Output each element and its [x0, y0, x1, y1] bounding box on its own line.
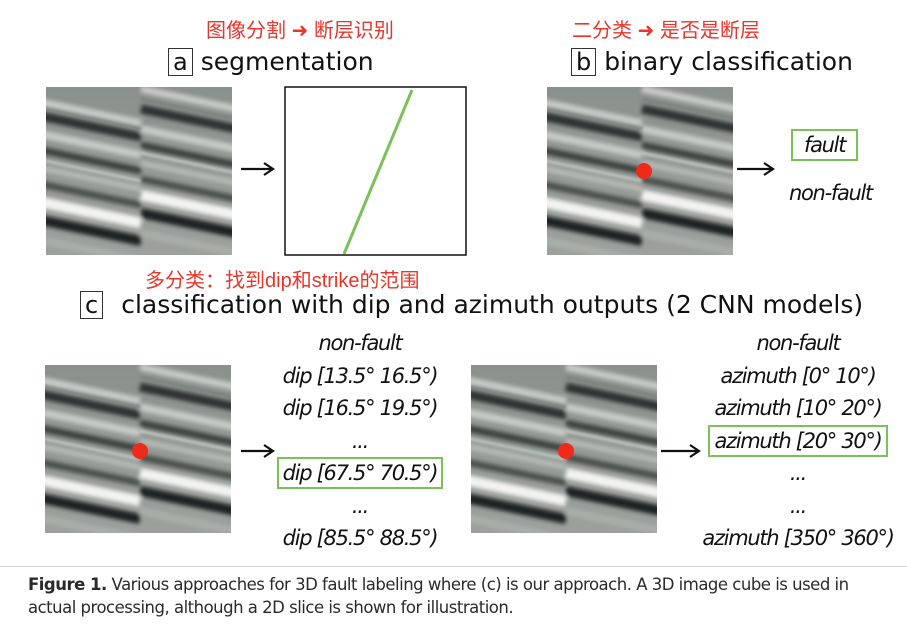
sample-point-marker: [558, 443, 574, 459]
panel-a-letter: a: [168, 47, 193, 76]
dip-class-item-label: dip [67.5° 70.5°): [276, 457, 444, 489]
seismic-image-a: [46, 87, 232, 255]
arrow-b: [737, 162, 775, 176]
dip-class-item: dip [16.5° 19.5°): [270, 392, 450, 425]
azimuth-class-item-label: azimuth [0° 10°): [720, 363, 876, 388]
figure-caption-text: Various approaches for 3D fault labeling…: [28, 575, 849, 617]
dip-class-item-label: dip [16.5° 19.5°): [282, 396, 439, 420]
azimuth-class-item-label: non-fault: [756, 331, 841, 355]
azimuth-class-item: azimuth [350° 360°): [700, 522, 896, 555]
arrow-c-dip: [241, 444, 275, 458]
dip-class-item: dip [85.5° 88.5°): [270, 522, 450, 555]
arrow-c-azimuth: [661, 444, 701, 458]
caption-divider: [0, 566, 907, 567]
sample-point-marker: [132, 443, 148, 459]
option-non-fault: non-fault: [789, 181, 873, 205]
seismic-image-c-azimuth: [471, 365, 657, 533]
azimuth-class-item-label: ...: [789, 461, 807, 485]
panel-c-title: c classification with dip and azimuth ou…: [80, 290, 863, 319]
dip-class-item-label: non-fault: [318, 331, 403, 355]
note-multiclass: 多分类：找到dip和strike的范围: [145, 270, 420, 292]
figure-caption: Figure 1. Various approaches for 3D faul…: [28, 573, 888, 619]
dip-class-item: dip [67.5° 70.5°): [270, 457, 450, 490]
azimuth-class-item: azimuth [20° 30°): [700, 424, 896, 458]
dip-class-item-label: dip [13.5° 16.5°): [282, 363, 439, 388]
azimuth-class-item-label: azimuth [350° 360°): [702, 526, 895, 550]
figure-label: Figure 1.: [28, 575, 107, 594]
note-binary: 二分类 ➜ 是否是断层: [572, 20, 760, 42]
panel-c-letter: c: [80, 290, 104, 319]
dip-class-item: ...: [270, 425, 450, 458]
panel-b-title-text: binary classification: [604, 47, 853, 76]
dip-class-list: non-fault dip [13.5° 16.5°) dip [16.5° 19.…: [270, 327, 450, 555]
dip-class-item: ...: [270, 490, 450, 523]
panel-b-title: b binary classification: [571, 47, 853, 76]
arrow-a: [241, 162, 275, 176]
azimuth-class-item-label: azimuth [20° 30°): [708, 424, 888, 457]
azimuth-class-item: non-fault: [700, 327, 896, 360]
panel-c-title-text: classification with dip and azimuth outp…: [121, 290, 864, 319]
panel-b-letter: b: [571, 47, 597, 76]
dip-class-item: non-fault: [270, 327, 450, 360]
azimuth-class-item: azimuth [10° 20°): [700, 392, 896, 425]
option-fault: fault: [791, 129, 859, 161]
azimuth-class-item: ...: [700, 457, 896, 490]
azimuth-class-item: azimuth [0° 10°): [700, 360, 896, 393]
dip-class-item: dip [13.5° 16.5°): [270, 360, 450, 393]
azimuth-class-list: non-fault azimuth [0° 10°) azimuth [10° 20…: [700, 327, 896, 555]
seismic-image-c-dip: [45, 365, 231, 533]
dip-class-item-label: ...: [351, 493, 369, 518]
panel-a-title: a segmentation: [168, 47, 374, 76]
azimuth-class-item-label: azimuth [10° 20°): [714, 396, 882, 420]
dip-class-item-label: ...: [351, 428, 369, 453]
azimuth-class-item-label: ...: [789, 493, 807, 518]
seismic-image-b: [547, 87, 733, 255]
panel-a-title-text: segmentation: [200, 47, 374, 76]
fault-line: [342, 89, 414, 255]
azimuth-class-item: ...: [700, 490, 896, 523]
note-segmentation: 图像分割 ➜ 断层识别: [206, 20, 394, 42]
segmentation-result: [284, 86, 467, 256]
sample-point-marker: [636, 163, 652, 179]
dip-class-item-label: dip [85.5° 88.5°): [282, 526, 439, 550]
